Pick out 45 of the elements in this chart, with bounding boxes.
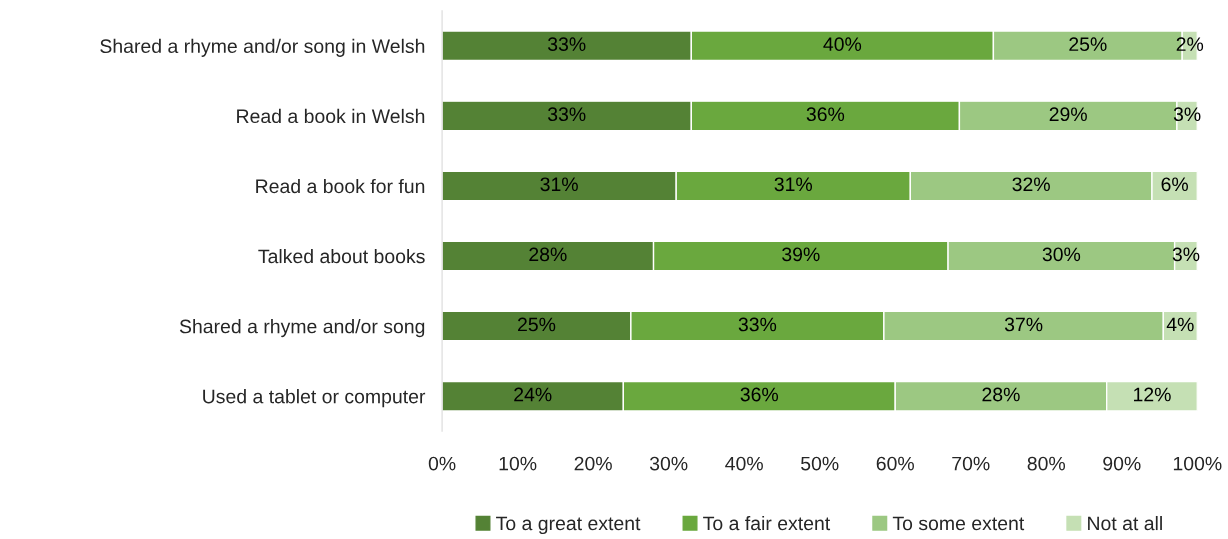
data-label: 6% [1161, 177, 1188, 192]
data-label: 31% [774, 177, 813, 192]
data-label: 28% [982, 387, 1020, 402]
legend-label: To a fair extent [703, 515, 831, 531]
y-tick-label: Read a book in Welsh [237, 108, 425, 124]
y-tick-label: Talked about books [258, 248, 425, 264]
data-label: 4% [1166, 317, 1194, 332]
data-label: 2% [1176, 37, 1204, 51]
y-tick-label: Used a tablet or computer [203, 389, 426, 408]
data-label: 25% [1069, 37, 1107, 52]
data-label: 12% [1134, 387, 1171, 402]
legend-label: Not at all [1088, 515, 1162, 531]
x-tick-label: 20% [574, 456, 612, 471]
data-label: 3% [1173, 107, 1201, 122]
data-label: 3% [1172, 247, 1200, 262]
data-label: 28% [529, 247, 567, 262]
x-tick-label: 30% [649, 456, 688, 471]
data-label: 30% [1042, 247, 1081, 262]
data-label: 25% [518, 317, 556, 332]
legend-label: To some extent [892, 516, 1025, 531]
data-label: 31% [540, 177, 578, 192]
x-tick-label: 50% [801, 456, 839, 471]
data-label: 33% [738, 317, 777, 332]
x-tick-label: 10% [499, 456, 537, 471]
x-tick-label: 40% [725, 456, 763, 471]
data-label: 29% [1049, 107, 1087, 122]
data-label: 36% [740, 387, 779, 402]
y-tick-label: Read a book for fun [256, 178, 425, 194]
data-label: 33% [547, 107, 586, 122]
data-label: 33% [547, 37, 586, 52]
x-tick-label: 80% [1027, 456, 1066, 471]
x-tick-label: 100% [1173, 456, 1222, 471]
y-tick-label: Shared a rhyme and/or song [179, 319, 425, 338]
data-label: 37% [1004, 317, 1043, 332]
data-label: 39% [782, 247, 820, 262]
data-label: 32% [1012, 177, 1050, 192]
legend-label: To a great extent [496, 516, 641, 535]
y-tick-label: Shared a rhyme and/or song in Welsh [100, 38, 425, 57]
data-label: 40% [823, 37, 862, 52]
data-label: 24% [514, 387, 552, 402]
x-tick-label: 90% [1103, 456, 1141, 471]
x-tick-label: 0% [428, 456, 456, 471]
x-tick-label: 60% [876, 456, 914, 471]
x-tick-label: 70% [952, 456, 990, 471]
data-label: 36% [806, 107, 845, 122]
